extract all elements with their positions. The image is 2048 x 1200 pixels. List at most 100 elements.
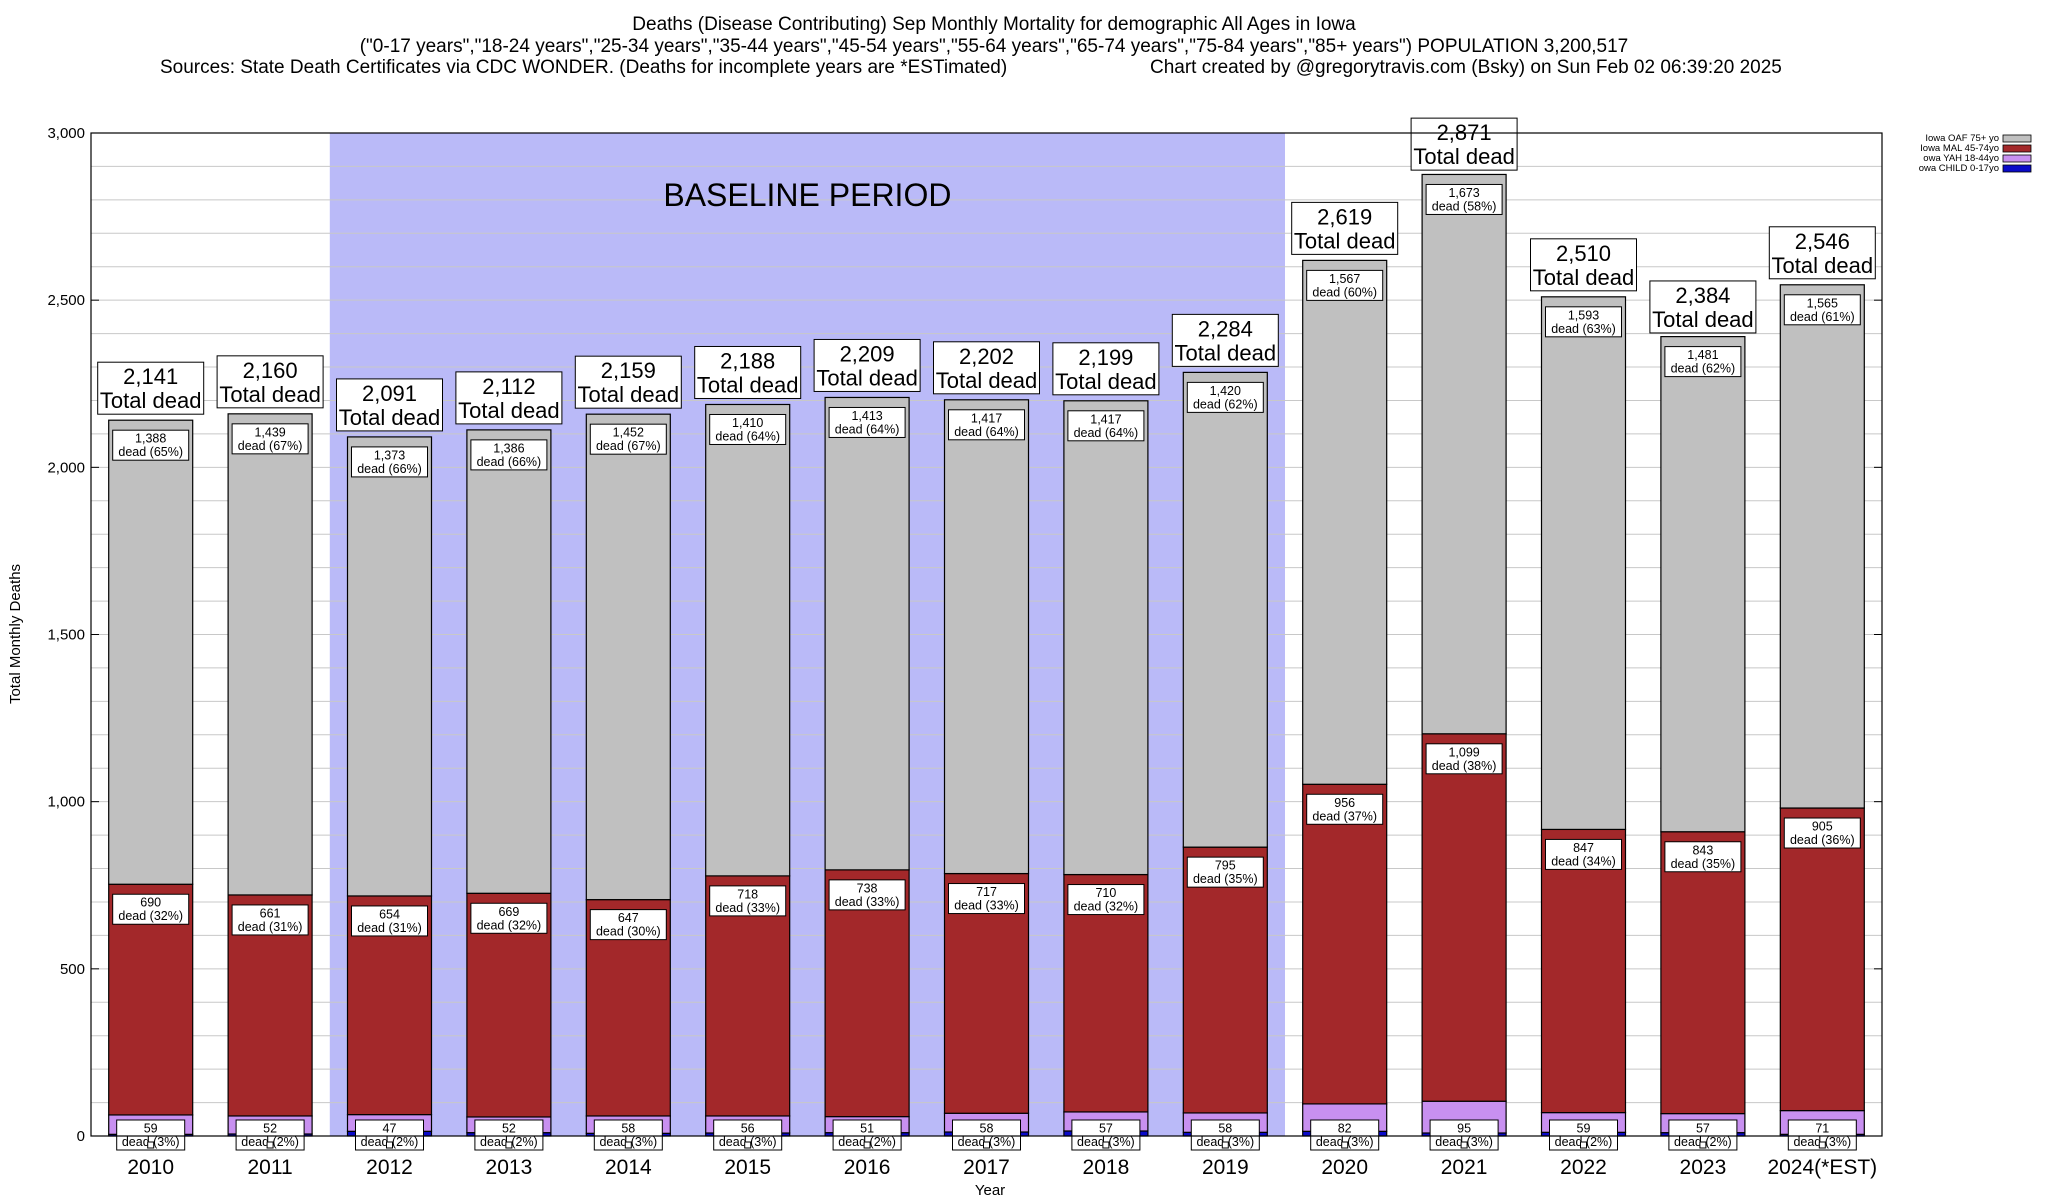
x-tick-label: 2017: [963, 1156, 1010, 1179]
bar-segment: [1421, 173, 1507, 735]
x-axis-label: Year: [975, 1182, 1005, 1199]
y-tick-label: 1,500: [47, 627, 85, 644]
mal-label-box: [948, 883, 1025, 915]
mal-label-value: 718: [737, 887, 758, 901]
oaf-label-pct: dead (63%): [1551, 322, 1616, 336]
y-tick-label: 2,000: [47, 459, 85, 476]
oaf-label-value: 1,373: [374, 448, 405, 462]
mal-label-box: [1306, 793, 1384, 825]
total-label-value: 2,199: [1078, 345, 1133, 370]
x-tick-label: 2020: [1321, 1156, 1368, 1179]
total-label-box: [1530, 238, 1637, 292]
total-label-box: [97, 361, 205, 415]
bar-segment: [1779, 807, 1865, 1112]
mal-label-pct: dead (32%): [1074, 900, 1139, 914]
bar-segment: [1660, 831, 1746, 1115]
oaf-label-value: 1,417: [971, 411, 1002, 425]
mal-label-value: 843: [1692, 843, 1713, 857]
total-label-box: [1768, 226, 1876, 280]
x-tick-label: 2013: [486, 1156, 533, 1179]
total-label-box: [1052, 342, 1160, 396]
mal-label-box: [112, 893, 190, 925]
yah-label-value: 95: [1457, 1122, 1471, 1136]
total-label-text: Total dead: [816, 365, 918, 390]
oaf-label-value: 1,565: [1807, 296, 1838, 310]
total-label-text: Total dead: [458, 398, 560, 423]
total-label-text: Total dead: [697, 372, 799, 397]
point-marker: [386, 1141, 393, 1149]
oaf-label-pct: dead (64%): [715, 429, 780, 443]
yah-label-value: 58: [1218, 1122, 1232, 1136]
total-label-box: [1649, 280, 1757, 334]
yah-label-value: 57: [1099, 1122, 1113, 1136]
bar-segment: [585, 413, 671, 901]
legend-swatch: [2002, 154, 2032, 163]
mal-label-pct: dead (34%): [1551, 854, 1616, 868]
total-label-box: [933, 341, 1040, 395]
point-marker: [983, 1141, 990, 1149]
mal-label-box: [828, 879, 906, 911]
oaf-label-value: 1,410: [732, 416, 763, 430]
point-marker: [1102, 1141, 1110, 1149]
mal-label-box: [231, 904, 309, 936]
mal-label-pct: dead (37%): [1312, 809, 1377, 823]
oaf-label-pct: dead (60%): [1312, 285, 1377, 299]
oaf-label-box: [1186, 381, 1264, 413]
point-marker: [744, 1141, 752, 1149]
oaf-label-pct: dead (64%): [954, 425, 1019, 439]
x-tick-label: 2014: [605, 1156, 652, 1179]
chart-subtitle: ("0-17 years","18-24 years","25-34 years…: [360, 36, 1629, 57]
x-tick-label: 2024(*EST): [1767, 1156, 1877, 1179]
oaf-label-value: 1,481: [1687, 348, 1718, 362]
mal-label-pct: dead (35%): [1671, 857, 1736, 871]
mal-label-box: [1186, 856, 1264, 888]
oaf-label-value: 1,388: [135, 432, 166, 446]
yah-label-value: 47: [383, 1122, 397, 1136]
total-label-value: 2,284: [1198, 316, 1253, 341]
x-tick-label: 2019: [1202, 1156, 1249, 1179]
total-label-value: 2,112: [482, 374, 535, 399]
mal-label-box: [1664, 841, 1742, 873]
oaf-label-pct: dead (64%): [1074, 426, 1139, 440]
total-label-box: [1171, 313, 1279, 367]
legend-label: Iowa MAL 45-74yo: [1920, 143, 1999, 154]
y-tick-label: 3,000: [47, 125, 85, 142]
x-tick-label: 2015: [724, 1156, 771, 1179]
bar-segment: [824, 396, 910, 871]
oaf-label-box: [709, 413, 787, 445]
x-tick-label: 2023: [1680, 1156, 1727, 1179]
oaf-label-pct: dead (66%): [357, 462, 422, 476]
mal-label-value: 661: [260, 906, 281, 920]
total-label-text: Total dead: [1175, 340, 1277, 365]
total-label-box: [216, 355, 324, 409]
mal-label-pct: dead (35%): [1193, 872, 1258, 886]
yah-label-value: 58: [980, 1122, 994, 1136]
y-tick-label: 2,500: [47, 292, 85, 309]
legend-label: owa YAH 18-44yo: [1923, 153, 1999, 164]
oaf-label-box: [1425, 183, 1503, 215]
total-label-text: Total dead: [1413, 144, 1515, 169]
x-tick-label: 2012: [366, 1156, 413, 1179]
legend-label: owa CHILD 0-17yo: [1919, 163, 1999, 174]
bar-segment: [1302, 259, 1388, 785]
total-label-box: [1291, 201, 1399, 255]
point-marker: [863, 1141, 871, 1149]
yah-label-value: 57: [1696, 1122, 1710, 1136]
total-label-text: Total dead: [1055, 369, 1157, 394]
legend-label: Iowa OAF 75+ yo: [1925, 133, 1999, 144]
oaf-label-value: 1,439: [254, 425, 285, 439]
total-label-value: 2,510: [1556, 241, 1611, 266]
mal-label-value: 847: [1573, 841, 1594, 855]
oaf-label-value: 1,452: [613, 426, 644, 440]
total-label-box: [694, 345, 802, 399]
oaf-label-pct: dead (65%): [118, 445, 183, 459]
x-tick-label: 2018: [1083, 1156, 1130, 1179]
yah-label-value: 52: [502, 1122, 516, 1136]
